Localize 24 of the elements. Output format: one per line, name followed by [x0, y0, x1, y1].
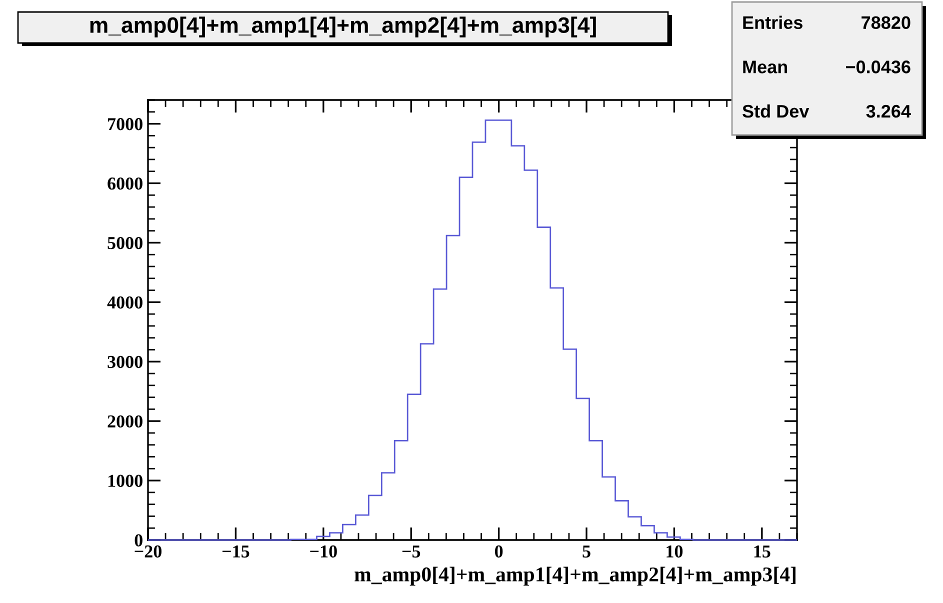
x-tick-label: 15 [754, 545, 770, 558]
y-tick-label: 2000 [108, 415, 142, 428]
text: 3.264 [866, 104, 911, 118]
x-tick-label: −10 [310, 545, 337, 558]
y-tick-label: 1000 [108, 474, 142, 487]
text: Mean [743, 60, 788, 74]
text: −0.0436 [846, 60, 910, 74]
y-tick-label: 0 [134, 534, 142, 546]
chart-title: m_amp0[4]+m_amp1[4]+m_amp2[4]+m_amp3[4] [90, 16, 596, 38]
y-tick-label: 5000 [108, 236, 142, 250]
text: 78820 [862, 16, 910, 30]
x-tick-label: −5 [402, 546, 420, 558]
x-tick-label: 0 [494, 545, 503, 558]
x-tick-label: 10 [666, 545, 683, 558]
y-tick-label: 7000 [108, 118, 142, 130]
y-tick-label: 4000 [107, 296, 142, 309]
x-tick-label: −20 [134, 545, 162, 558]
annotation: Std Dev [742, 104, 810, 118]
x-tick-label: −15 [222, 545, 250, 558]
y-tick-label: 6000 [108, 178, 142, 190]
x-tick-label: 5 [582, 546, 590, 558]
y-tick-label: 3000 [108, 356, 142, 368]
text: Entries [743, 16, 802, 30]
x-axis-title: m_amp0[4]+m_amp1[4]+m_amp2[4]+m_amp3[4] [354, 566, 796, 586]
